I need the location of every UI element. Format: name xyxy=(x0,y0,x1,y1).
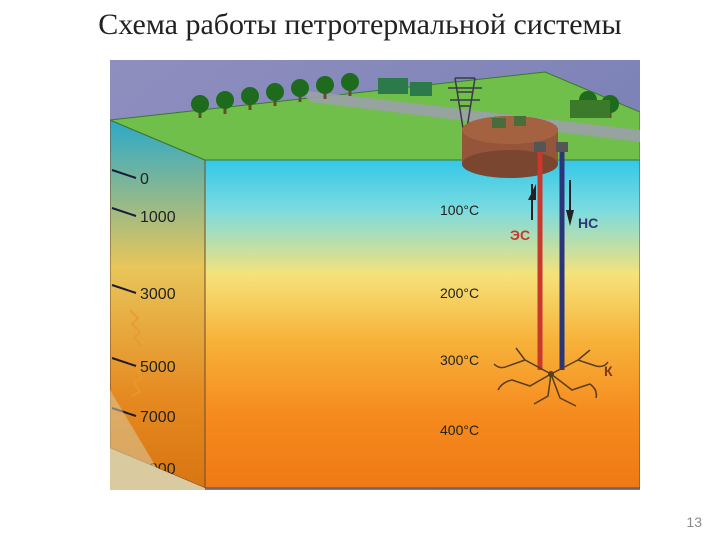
slide-title: Схема работы петротермальной системы xyxy=(0,8,720,42)
depth-tick-label: 7000 xyxy=(140,409,176,426)
depth-tick-label: 1000 xyxy=(140,209,176,226)
temperature-label: 300°C xyxy=(440,352,479,368)
depth-tick-label: 3000 xyxy=(140,286,176,303)
depth-tick-label: 0 xyxy=(140,171,149,188)
reservoir-label: К xyxy=(604,363,613,379)
temperature-label: 200°C xyxy=(440,285,479,301)
well-label-injection: НС xyxy=(578,215,598,231)
temperature-label: 400°C xyxy=(440,422,479,438)
petrothermal-diagram: 010003000500070009000 100°C200°C300°C400… xyxy=(110,60,640,490)
well-label-production: ЭС xyxy=(510,227,530,243)
page-number: 13 xyxy=(686,514,702,530)
depth-tick-label: 5000 xyxy=(140,359,176,376)
temperature-label: 100°C xyxy=(440,202,479,218)
